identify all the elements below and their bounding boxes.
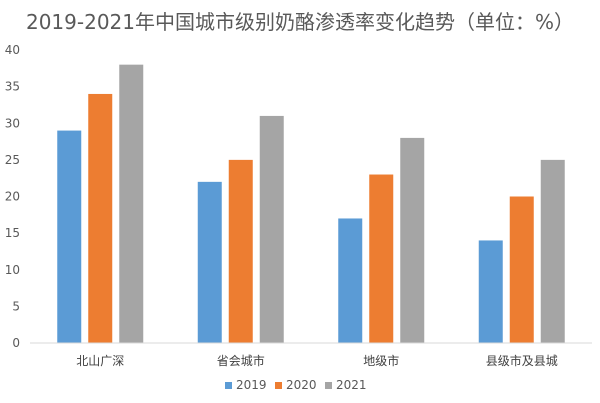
y-tick-label: 5 xyxy=(12,299,20,313)
bar-2020-3 xyxy=(369,174,394,343)
x-category-label: 地级市 xyxy=(363,353,399,368)
bar-2021-1 xyxy=(119,64,144,344)
bar-2019-3 xyxy=(338,218,363,343)
legend-swatch-2021 xyxy=(325,382,332,389)
y-axis: 0 5 10 15 20 25 30 35 40 xyxy=(5,43,20,350)
chart-title: 2019-2021年中国城市级别奶酪渗透率变化趋势（单位：%） xyxy=(25,10,575,34)
bar-2021-4 xyxy=(540,159,565,343)
bar-2020-2 xyxy=(228,159,253,343)
legend-label-2019: 2019 xyxy=(236,378,267,392)
y-tick-label: 20 xyxy=(5,190,20,204)
y-tick-label: 0 xyxy=(12,336,20,350)
bar-2021-2 xyxy=(259,115,284,343)
bar-2019-4 xyxy=(478,240,503,343)
bar-2021-3 xyxy=(400,137,425,343)
y-tick-label: 40 xyxy=(5,43,20,57)
x-category-label: 县级市及县城 xyxy=(486,353,558,368)
y-tick-label: 30 xyxy=(5,116,20,130)
bars xyxy=(57,64,565,344)
bar-2020-4 xyxy=(509,196,534,343)
bar-2019-2 xyxy=(197,181,222,343)
x-category-label: 省会城市 xyxy=(217,353,265,368)
legend: 2019 2020 2021 xyxy=(225,378,367,392)
y-tick-label: 15 xyxy=(5,226,20,240)
legend-label-2020: 2020 xyxy=(286,378,317,392)
legend-label-2021: 2021 xyxy=(336,378,367,392)
y-tick-label: 10 xyxy=(5,263,20,277)
legend-swatch-2019 xyxy=(225,382,232,389)
y-tick-label: 25 xyxy=(5,153,20,167)
legend-swatch-2020 xyxy=(275,382,282,389)
bar-2019-1 xyxy=(57,130,82,343)
y-tick-label: 35 xyxy=(5,80,20,94)
x-category-label: 北山广深 xyxy=(76,354,124,368)
bar-2020-1 xyxy=(88,93,113,343)
x-axis: 北山广深 省会城市 地级市 县级市及县城 xyxy=(30,342,592,368)
